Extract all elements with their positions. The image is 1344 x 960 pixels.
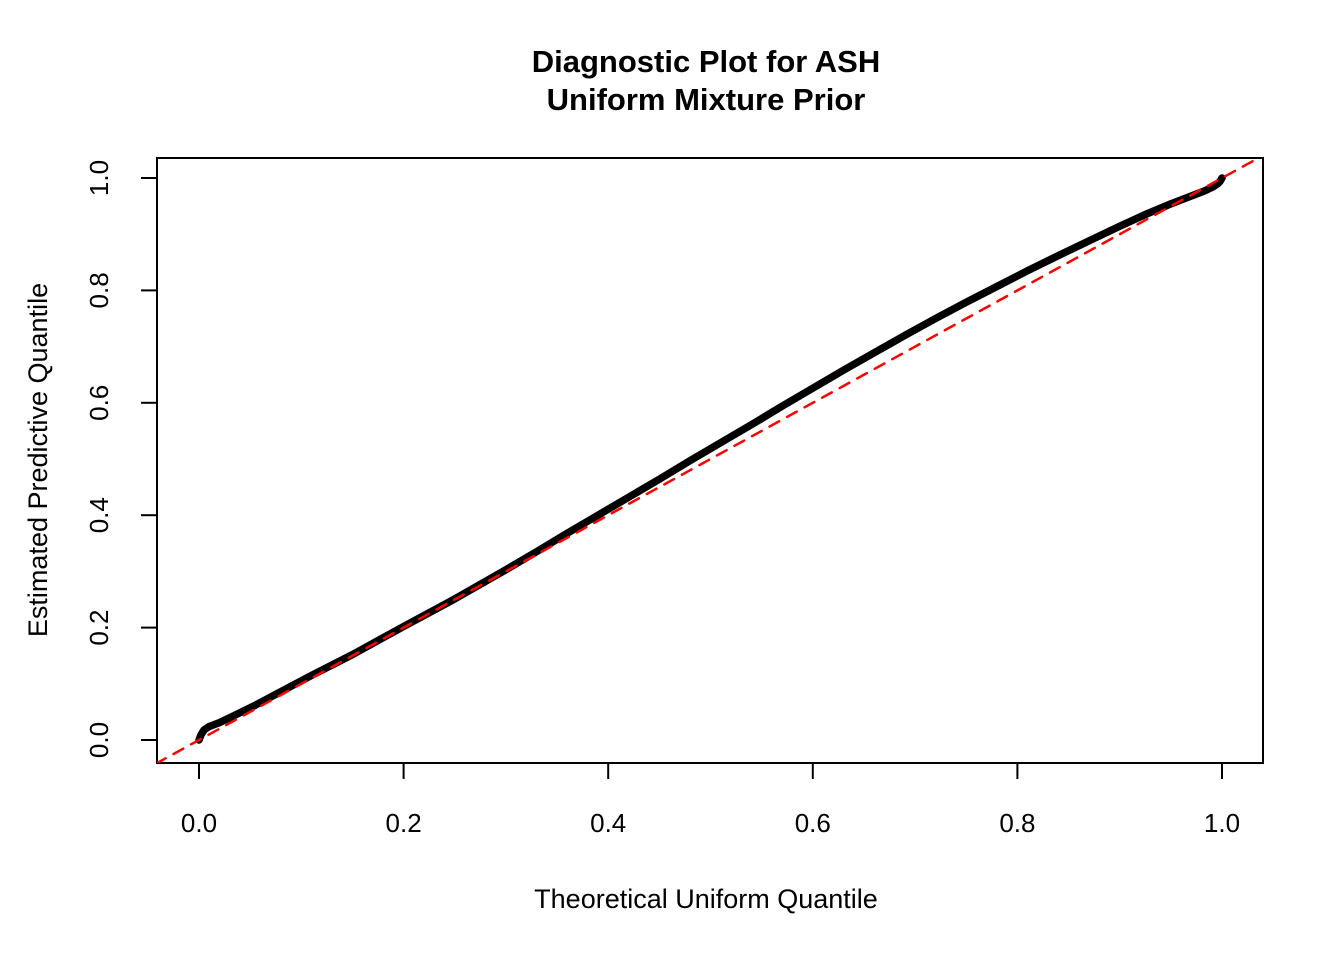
x-tick-label: 0.0 [181,808,217,838]
plot-title-line1: Diagnostic Plot for ASH [532,44,880,79]
x-tick-label: 0.8 [999,808,1035,838]
series-layer [157,158,1262,763]
y-axis-ticks: 0.0 0.2 0.4 0.6 0.8 1.0 [84,160,157,758]
estimated-vs-theoretical-quantile-curve [195,174,1226,744]
y-tick-label: 0.2 [84,610,114,646]
x-axis-label: Theoretical Uniform Quantile [534,884,878,914]
x-tick-label: 0.4 [590,808,626,838]
identity-reference-line [157,158,1262,763]
x-tick-label: 1.0 [1204,808,1240,838]
x-tick-label: 0.2 [386,808,422,838]
plot-title-line2: Uniform Mixture Prior [547,82,866,117]
y-tick-label: 0.0 [84,722,114,758]
x-axis-ticks: 0.0 0.2 0.4 0.6 0.8 1.0 [181,763,1240,838]
y-tick-label: 1.0 [84,160,114,196]
y-tick-label: 0.4 [84,497,114,533]
plot-box [156,157,1264,764]
y-tick-label: 0.6 [84,385,114,421]
y-tick-label: 0.8 [84,272,114,308]
y-axis-label: Estimated Predictive Quantile [23,283,53,637]
x-tick-label: 0.6 [795,808,831,838]
